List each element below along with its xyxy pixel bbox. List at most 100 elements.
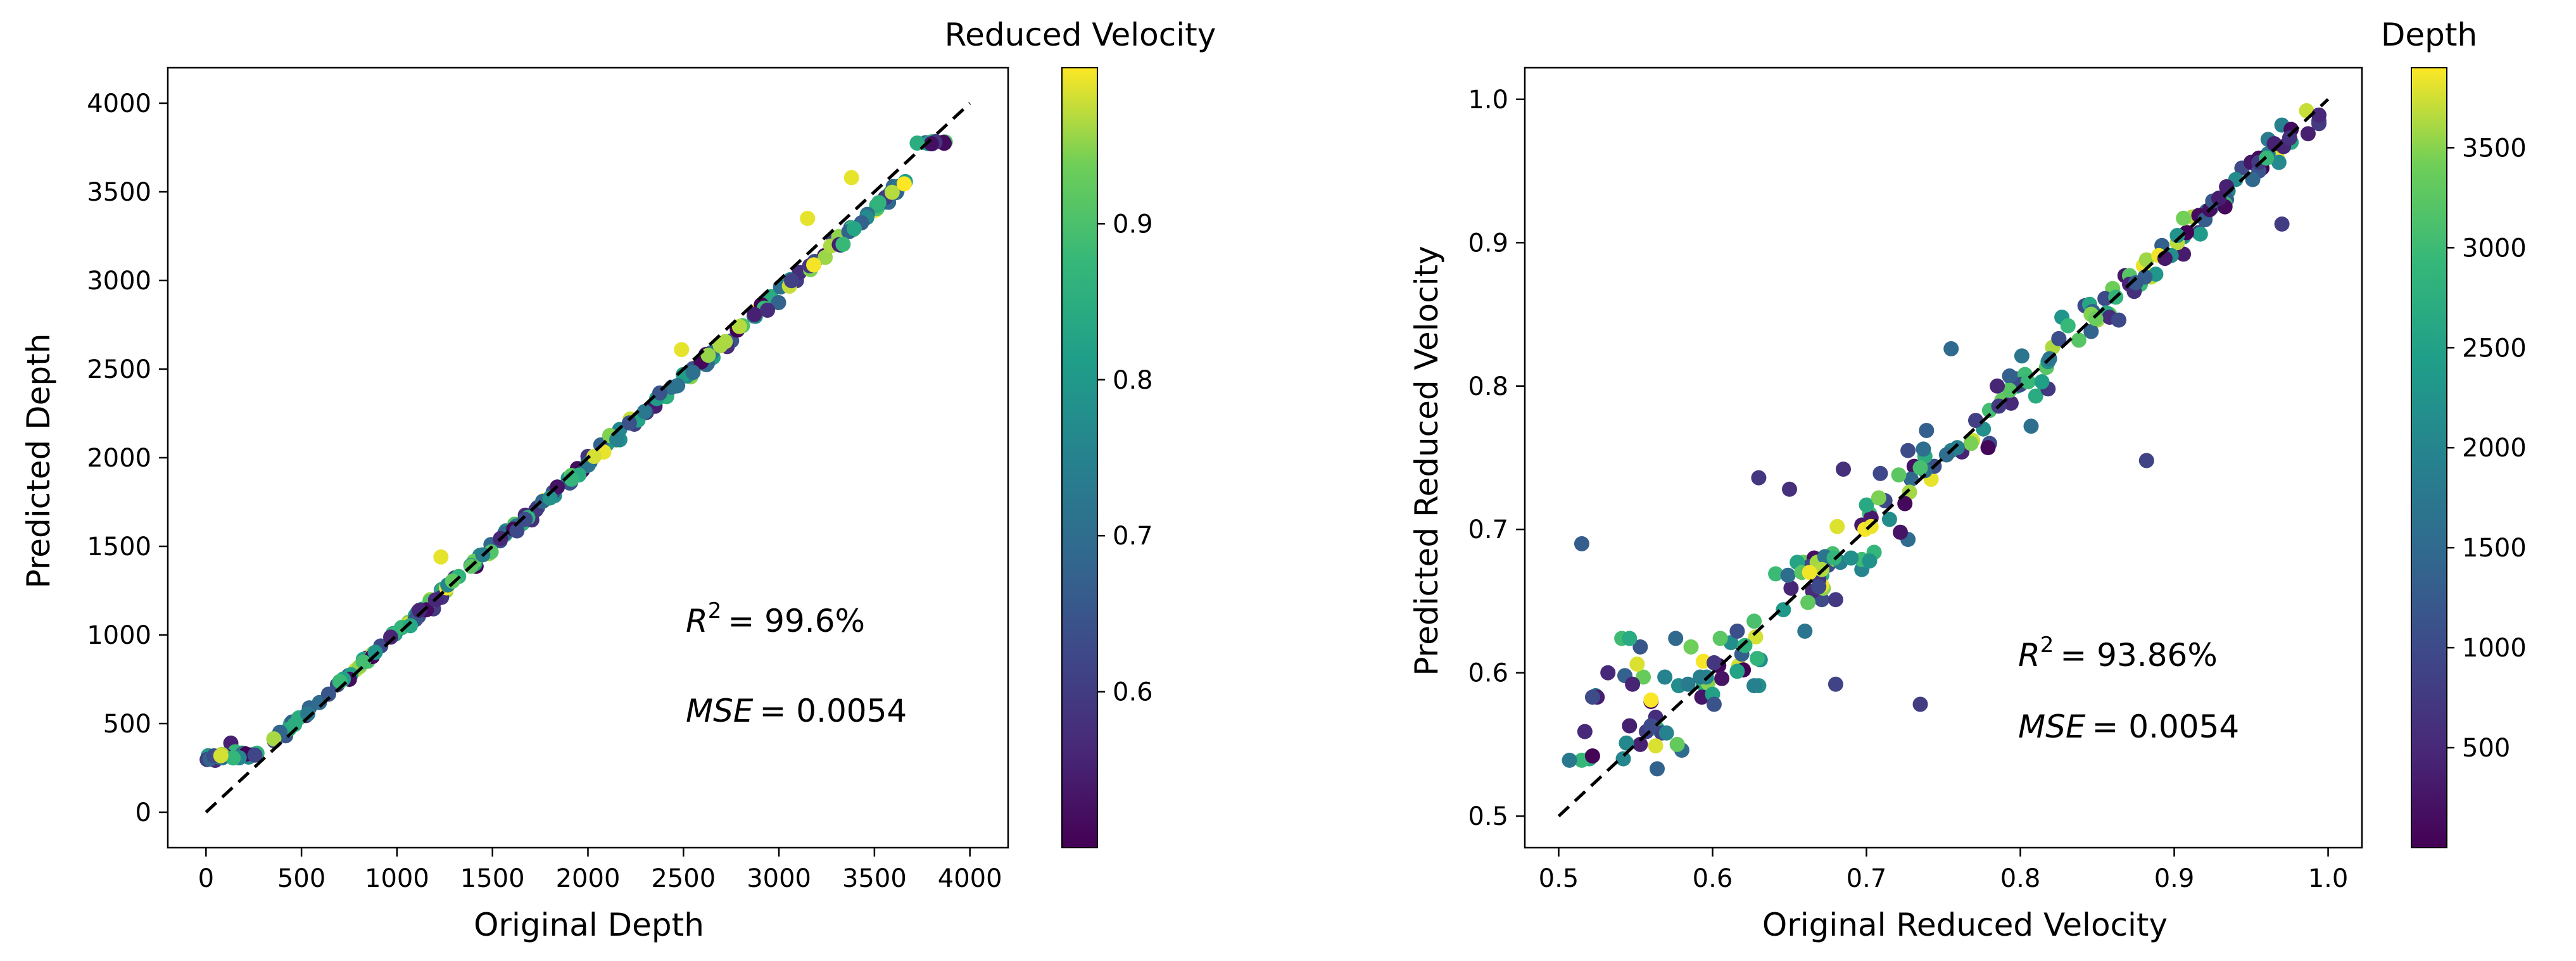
data-point bbox=[1776, 602, 1791, 618]
data-point bbox=[1891, 467, 1907, 483]
data-point bbox=[1629, 656, 1645, 672]
colorbar-tick-label: 2000 bbox=[2462, 434, 2527, 463]
data-point bbox=[818, 249, 833, 265]
data-point bbox=[1750, 651, 1765, 667]
data-point bbox=[2020, 374, 2036, 389]
data-point bbox=[747, 306, 762, 322]
r2-annotation: R2 = 93.86% bbox=[2018, 632, 2218, 674]
data-point bbox=[1912, 460, 1928, 475]
x-tick-label: 500 bbox=[277, 864, 325, 893]
data-point bbox=[700, 348, 716, 363]
colorbar-tick-label: 500 bbox=[2462, 734, 2510, 763]
data-point bbox=[542, 490, 558, 506]
x-ticks: 0 500 1000 1500 2000 2500 3000 3500 4000 bbox=[198, 848, 1002, 893]
data-point bbox=[2169, 228, 2185, 243]
data-point bbox=[2034, 374, 2050, 389]
data-point bbox=[1615, 751, 1631, 767]
colorbar-tick-label: 1500 bbox=[2462, 534, 2527, 563]
x-tick-label: 3500 bbox=[842, 864, 907, 893]
colorbar-tick-label: 3500 bbox=[2462, 134, 2527, 163]
data-point bbox=[784, 273, 799, 289]
y-tick-label: 0.6 bbox=[1468, 659, 1508, 688]
data-point bbox=[806, 257, 821, 273]
data-point bbox=[1577, 724, 1593, 739]
data-point bbox=[2271, 154, 2287, 170]
data-point bbox=[287, 717, 303, 732]
data-point bbox=[717, 334, 733, 349]
data-point bbox=[2014, 348, 2030, 364]
data-point bbox=[2128, 275, 2144, 291]
data-point bbox=[2002, 368, 2017, 384]
data-point bbox=[636, 404, 652, 420]
data-point bbox=[1584, 689, 1600, 705]
x-tick-label: 4000 bbox=[938, 864, 1002, 893]
y-tick-label: 500 bbox=[103, 710, 151, 739]
data-point bbox=[355, 654, 371, 670]
data-point bbox=[517, 512, 533, 527]
data-point bbox=[1693, 669, 1708, 685]
data-point bbox=[1650, 761, 1665, 777]
colorbar-title: Reduced Velocity bbox=[945, 16, 1216, 53]
data-point bbox=[1828, 592, 1843, 608]
r2-symbol: R bbox=[686, 603, 708, 639]
x-tick-label: 1500 bbox=[460, 864, 525, 893]
data-point bbox=[1802, 565, 1817, 581]
data-point bbox=[2245, 172, 2261, 187]
plot-area-frame bbox=[1524, 66, 2363, 849]
data-point bbox=[1949, 440, 1965, 456]
data-point bbox=[771, 295, 786, 310]
data-point bbox=[1683, 639, 1699, 655]
data-point bbox=[1968, 413, 1983, 429]
colorbar-tick-label: 0.9 bbox=[1113, 210, 1153, 239]
data-point bbox=[760, 303, 775, 318]
data-point bbox=[1859, 497, 1874, 513]
data-point bbox=[2176, 210, 2192, 226]
x-tick-label: 2000 bbox=[556, 864, 621, 893]
x-tick-label: 0.8 bbox=[2000, 864, 2041, 893]
data-point bbox=[2282, 130, 2297, 146]
x-axis-label: Original Reduced Velocity bbox=[1762, 907, 2168, 943]
data-point bbox=[2300, 126, 2316, 142]
data-point bbox=[2192, 226, 2208, 242]
data-point bbox=[1636, 669, 1651, 685]
data-point bbox=[2111, 312, 2126, 328]
data-point bbox=[1668, 631, 1684, 646]
data-point bbox=[1768, 566, 1784, 582]
data-point bbox=[2023, 418, 2039, 434]
data-point bbox=[1737, 638, 1753, 653]
data-point bbox=[871, 195, 887, 211]
x-tick-label: 0.9 bbox=[2154, 864, 2195, 893]
mse-annotation: MSE = 0.0054 bbox=[686, 693, 907, 729]
r2-annotation: R2 = 99.6% bbox=[686, 598, 865, 639]
r2-symbol: R bbox=[2018, 637, 2040, 674]
data-point bbox=[1712, 631, 1728, 646]
colorbar-ticks: 500 1000 1500 2000 2500 3000 3500 bbox=[2447, 134, 2527, 763]
data-point bbox=[1797, 624, 1813, 639]
y-tick-label: 4000 bbox=[87, 89, 151, 118]
data-point bbox=[1622, 631, 1638, 646]
data-point bbox=[2028, 388, 2043, 404]
data-point bbox=[1600, 665, 1616, 681]
r2-value: = 99.6% bbox=[728, 603, 865, 639]
mse-annotation: MSE = 0.0054 bbox=[2018, 708, 2239, 745]
colorbar-tick-label: 0.6 bbox=[1113, 678, 1153, 707]
data-point bbox=[509, 523, 525, 539]
data-point bbox=[1871, 490, 1886, 506]
data-point bbox=[674, 342, 690, 358]
data-point bbox=[1916, 441, 1931, 457]
data-point bbox=[1963, 436, 1979, 451]
data-point bbox=[1658, 725, 1674, 741]
data-point bbox=[1625, 676, 1641, 692]
data-point bbox=[1783, 581, 1799, 596]
data-point bbox=[1643, 718, 1659, 734]
mse-symbol: MSE bbox=[686, 693, 754, 729]
x-tick-label: 1.0 bbox=[2308, 864, 2349, 893]
data-point bbox=[1746, 678, 1762, 694]
data-point bbox=[1680, 676, 1696, 692]
data-point bbox=[1562, 752, 1577, 768]
data-point bbox=[320, 686, 336, 702]
data-points bbox=[1562, 103, 2327, 777]
data-point bbox=[685, 365, 701, 380]
data-point bbox=[2060, 318, 2076, 334]
data-point bbox=[213, 748, 229, 763]
